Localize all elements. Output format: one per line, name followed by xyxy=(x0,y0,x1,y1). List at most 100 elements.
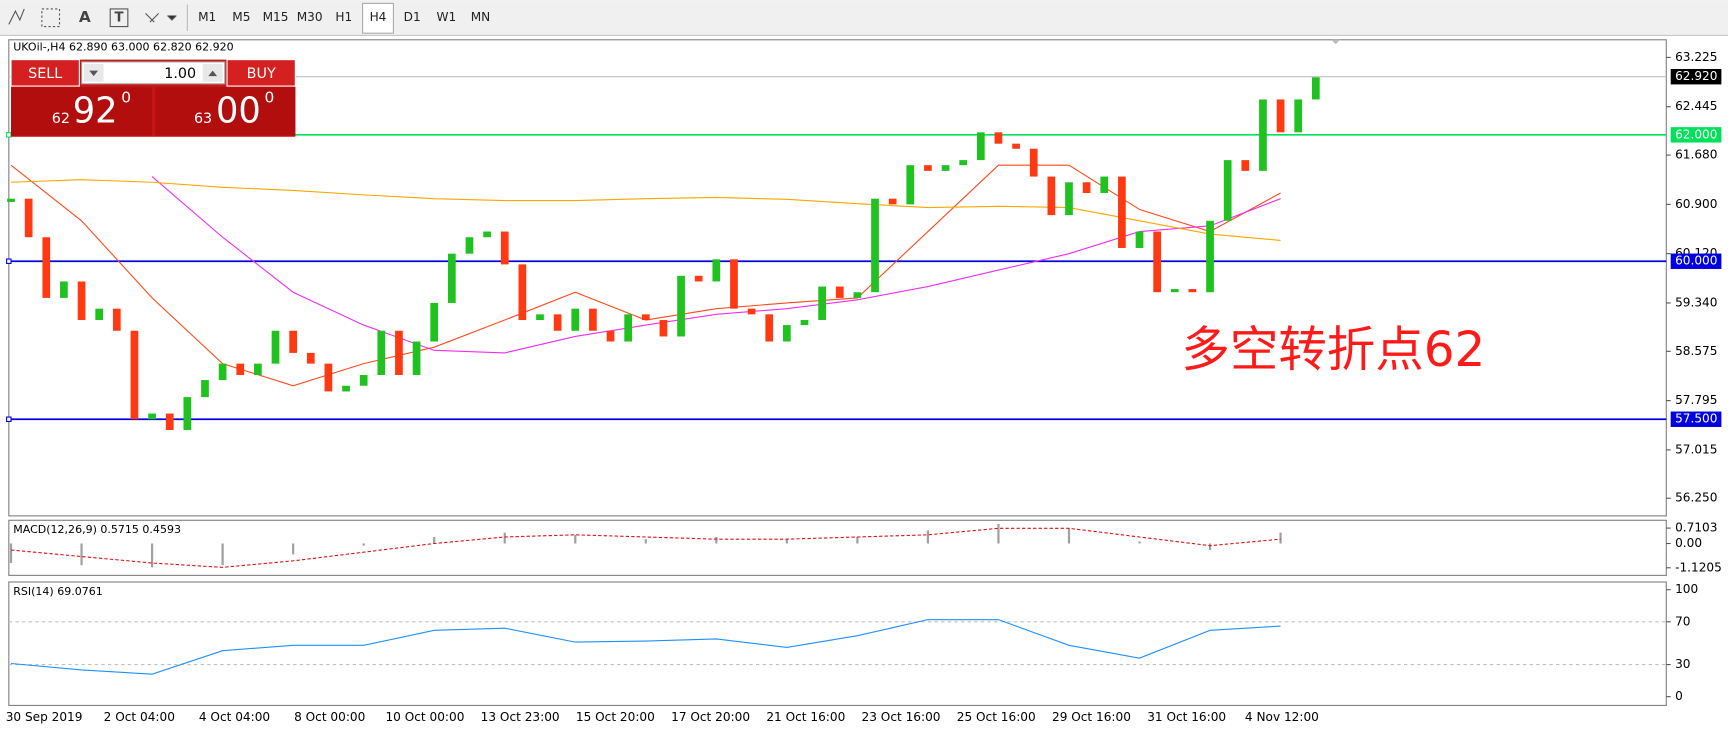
y-tick-label: 63.225 xyxy=(1675,50,1717,64)
timeframe-button[interactable]: H1 xyxy=(335,10,352,24)
y-tick-label: 60.900 xyxy=(1675,197,1717,211)
rsi-label: RSI(14) 69.0761 xyxy=(13,585,103,598)
x-tick-label: 8 Oct 00:00 xyxy=(294,710,365,724)
candle xyxy=(412,341,421,376)
candle xyxy=(271,330,280,364)
symbol-label: UKOil-,H4 62.890 63.000 62.820 62.920 xyxy=(13,41,233,54)
candle xyxy=(1223,160,1232,221)
candle xyxy=(677,275,685,337)
x-tick-label: 21 Oct 16:00 xyxy=(766,710,845,724)
timeframe-button[interactable]: M15 xyxy=(263,10,289,24)
candle xyxy=(959,160,968,166)
candle xyxy=(165,413,174,430)
toolbar-icons xyxy=(8,4,188,31)
candle xyxy=(24,198,33,238)
candle xyxy=(1100,176,1109,193)
timeframe-button[interactable]: W1 xyxy=(436,10,456,24)
sell-button[interactable] xyxy=(10,59,80,87)
timeframe-button[interactable]: M30 xyxy=(297,10,323,24)
timeframe-button[interactable]: M1 xyxy=(198,10,216,24)
candle xyxy=(324,363,333,392)
dropdown-arrow[interactable] xyxy=(167,15,177,21)
candle xyxy=(871,198,879,293)
level-label: 62.000 xyxy=(1675,127,1717,141)
candle xyxy=(289,330,297,353)
buy-button[interactable] xyxy=(226,59,296,87)
candle xyxy=(518,264,527,321)
grid-icon[interactable] xyxy=(41,8,61,28)
candle xyxy=(201,380,209,398)
candle xyxy=(606,330,615,342)
timeframe-button[interactable]: M5 xyxy=(232,10,250,24)
sell-text[interactable]: SELL xyxy=(28,66,62,82)
x-tick-label: 29 Oct 16:00 xyxy=(1052,710,1131,724)
chart-icon[interactable] xyxy=(8,8,25,25)
candle xyxy=(430,302,439,342)
candle xyxy=(342,385,350,392)
candle xyxy=(1082,182,1091,193)
level-handle xyxy=(6,416,12,423)
bid-big: 62 xyxy=(52,111,70,127)
candle xyxy=(1206,220,1214,293)
bid-button[interactable] xyxy=(11,87,153,136)
trade-panel xyxy=(10,59,296,137)
x-tick-label: 15 Oct 20:00 xyxy=(576,710,655,724)
candle xyxy=(1029,148,1038,177)
candle xyxy=(130,330,139,420)
label-box[interactable] xyxy=(109,8,129,28)
timeframe-button[interactable]: H4 xyxy=(370,10,387,24)
candle xyxy=(1294,99,1303,133)
candle xyxy=(1311,77,1320,100)
candle xyxy=(853,292,862,298)
lot-text[interactable]: 1.00 xyxy=(164,66,196,82)
candle xyxy=(60,281,68,298)
candle xyxy=(1118,176,1126,248)
buy-text[interactable]: BUY xyxy=(247,66,276,82)
candle xyxy=(994,132,1003,144)
candle xyxy=(1259,99,1267,171)
candle xyxy=(1135,231,1144,248)
level-label-box xyxy=(1670,253,1722,269)
y-tick-label: 62.445 xyxy=(1675,99,1717,113)
label-tool[interactable]: T xyxy=(115,11,124,26)
level-label: 60.000 xyxy=(1675,254,1717,268)
candle xyxy=(571,308,580,331)
annotation: 多空转折点62 xyxy=(1181,322,1485,378)
candle xyxy=(659,320,668,337)
y-tick-label: 57.795 xyxy=(1675,393,1717,407)
bid-sup: 0 xyxy=(121,89,131,107)
x-tick-label: 13 Oct 23:00 xyxy=(481,710,560,724)
candle xyxy=(465,237,474,254)
y-tick-label: 57.015 xyxy=(1675,442,1717,456)
candle xyxy=(641,314,650,321)
candle xyxy=(924,165,932,171)
ask-sup: 0 xyxy=(264,89,274,107)
candle xyxy=(148,413,156,420)
macd-panel xyxy=(8,519,1667,576)
toolbar xyxy=(0,0,1728,36)
candle xyxy=(765,314,774,342)
candle xyxy=(359,375,368,386)
y-tick-label: 0.00 xyxy=(1675,536,1702,550)
level-handle xyxy=(6,132,12,138)
candle xyxy=(447,253,456,303)
candle xyxy=(1241,160,1250,171)
candle xyxy=(624,314,633,342)
moving-average xyxy=(151,176,1281,354)
candle xyxy=(1153,231,1161,293)
y-tick-label: 100 xyxy=(1675,582,1698,596)
ask-button[interactable] xyxy=(155,87,296,136)
level-label-box xyxy=(1670,411,1722,427)
moving-average xyxy=(10,164,1281,387)
ask-main: 00 xyxy=(216,91,261,132)
lot-input[interactable] xyxy=(80,61,226,85)
candle xyxy=(7,198,15,202)
timeframe-button[interactable]: MN xyxy=(471,10,491,24)
candle xyxy=(77,281,86,321)
text-tool[interactable]: A xyxy=(79,8,91,26)
objects-icon[interactable] xyxy=(145,12,160,23)
y-tick-label: 0.7103 xyxy=(1675,521,1717,535)
timeframe-button[interactable]: D1 xyxy=(404,10,421,24)
candle xyxy=(1276,99,1285,133)
y-tick-label: 56.250 xyxy=(1675,491,1717,505)
